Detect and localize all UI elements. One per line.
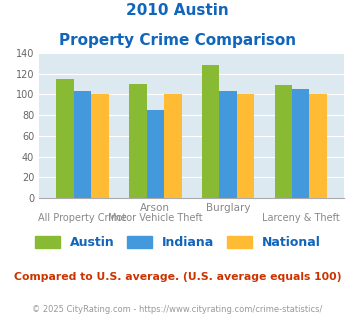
Bar [147,110,164,198]
Text: 2010 Austin: 2010 Austin [126,3,229,18]
Text: Property Crime Comparison: Property Crime Comparison [59,33,296,48]
Text: Motor Vehicle Theft: Motor Vehicle Theft [108,213,203,223]
Text: Arson: Arson [140,203,170,213]
Bar [56,79,74,198]
Bar [219,91,237,198]
Bar [274,85,292,198]
Bar [129,84,147,198]
Bar [292,89,310,198]
Text: All Property Crime: All Property Crime [38,213,127,223]
Legend: Austin, Indiana, National: Austin, Indiana, National [29,231,326,254]
Text: Larceny & Theft: Larceny & Theft [262,213,340,223]
Text: Compared to U.S. average. (U.S. average equals 100): Compared to U.S. average. (U.S. average … [14,272,341,282]
Bar [74,91,91,198]
Bar [310,94,327,198]
Bar [202,65,219,198]
Bar [164,94,181,198]
Bar [91,94,109,198]
Text: Burglary: Burglary [206,203,250,213]
Bar [237,94,254,198]
Text: © 2025 CityRating.com - https://www.cityrating.com/crime-statistics/: © 2025 CityRating.com - https://www.city… [32,305,323,314]
